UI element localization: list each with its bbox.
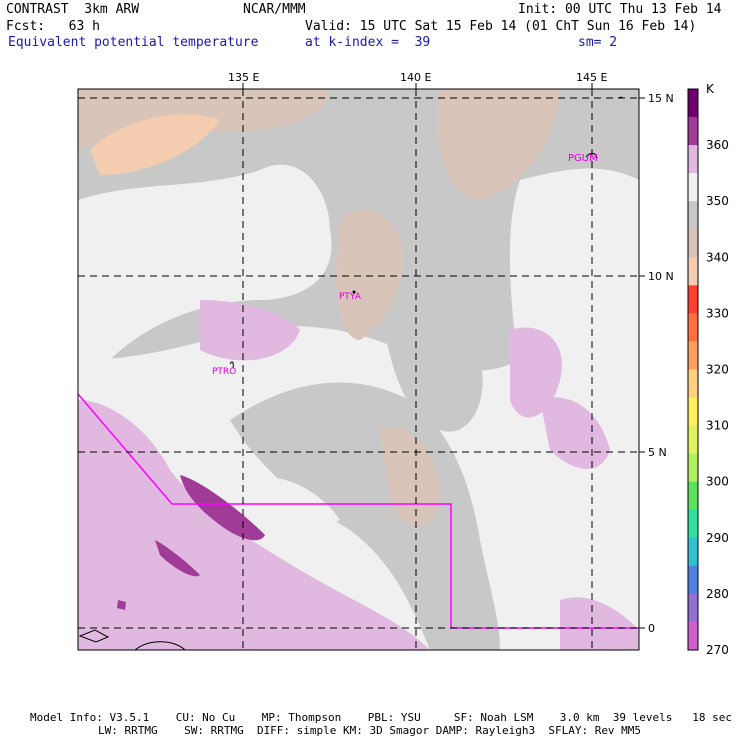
legend-swatch <box>688 201 698 230</box>
field-name: Equivalent potential temperature <box>8 35 259 50</box>
legend-swatch <box>688 537 698 567</box>
legend-swatch <box>688 453 698 483</box>
color-legend <box>687 88 699 651</box>
legend-swatch <box>688 89 698 118</box>
legend-tick-label: 320 <box>706 363 729 377</box>
legend-swatch <box>688 565 698 595</box>
station-ptro: PTRO <box>212 367 236 377</box>
graticule <box>78 89 639 650</box>
legend-frame <box>687 88 699 651</box>
lon-ticks <box>242 83 593 89</box>
legend-swatch <box>688 481 698 511</box>
legend-swatch <box>688 621 698 651</box>
legend-swatch <box>688 117 698 146</box>
legend-swatch <box>688 145 698 174</box>
lat-label-5n: 5 N <box>648 446 667 459</box>
legend-unit: K <box>706 82 715 96</box>
lat-label-0: 0 <box>648 622 655 635</box>
smoothing: sm= 2 <box>578 35 618 50</box>
legend-tick-label: 270 <box>706 643 729 657</box>
legend-swatch <box>688 397 698 427</box>
lon-label-145: 145 E <box>576 71 607 84</box>
legend-tick-label: 350 <box>706 194 729 208</box>
legend-swatch <box>688 341 698 370</box>
forecast-hour: Fcst: 63 h <box>6 19 100 34</box>
lat-label-15n: 15 N <box>648 92 674 105</box>
legend-swatch <box>688 593 698 623</box>
legend-swatch <box>688 509 698 539</box>
theta-e-field <box>78 89 639 650</box>
legend-tick-labels: 360 350 340 330 320 310 300 290 280 270 <box>706 138 729 657</box>
legend-tick-label: 290 <box>706 531 729 545</box>
station-ptya: PTYA <box>339 292 362 302</box>
init-time: Init: 00 UTC Thu 13 Feb 14 <box>518 2 722 17</box>
legend-swatch <box>688 173 698 202</box>
legend-swatch <box>688 425 698 455</box>
lon-label-140: 140 E <box>400 71 431 84</box>
model-info-line2: LW: RRTMG SW: RRTMG DIFF: simple KM: 3D … <box>98 724 642 737</box>
legend-swatch <box>688 257 698 286</box>
level-index: at k-index = 39 <box>305 35 431 50</box>
map-frame <box>77 88 640 651</box>
legend-tick-label: 360 <box>706 138 729 152</box>
station-pgum: PGUM <box>568 153 598 164</box>
model-info-line1: Model Info: V3.5.1 CU: No Cu MP: Thompso… <box>30 711 732 724</box>
model-title: CONTRAST 3km ARW <box>6 2 140 17</box>
legend-swatch <box>688 313 698 342</box>
legend-tick-label: 340 <box>706 250 729 264</box>
legend-swatch <box>688 369 698 399</box>
lat-label-10n: 10 N <box>648 270 674 283</box>
legend-swatch <box>688 229 698 258</box>
valid-time: Valid: 15 UTC Sat 15 Feb 14 (01 ChT Sun … <box>305 19 697 34</box>
lat-ticks <box>639 97 645 629</box>
lon-label-135: 135 E <box>228 71 259 84</box>
legend-tick-label: 310 <box>706 419 729 433</box>
station-ptya-marker <box>352 290 356 294</box>
legend-swatch <box>688 285 698 314</box>
legend-tick-label: 300 <box>706 475 729 489</box>
legend-tick-label: 330 <box>706 306 729 320</box>
legend-tick-label: 280 <box>706 587 729 601</box>
institution: NCAR/MMM <box>243 2 306 17</box>
